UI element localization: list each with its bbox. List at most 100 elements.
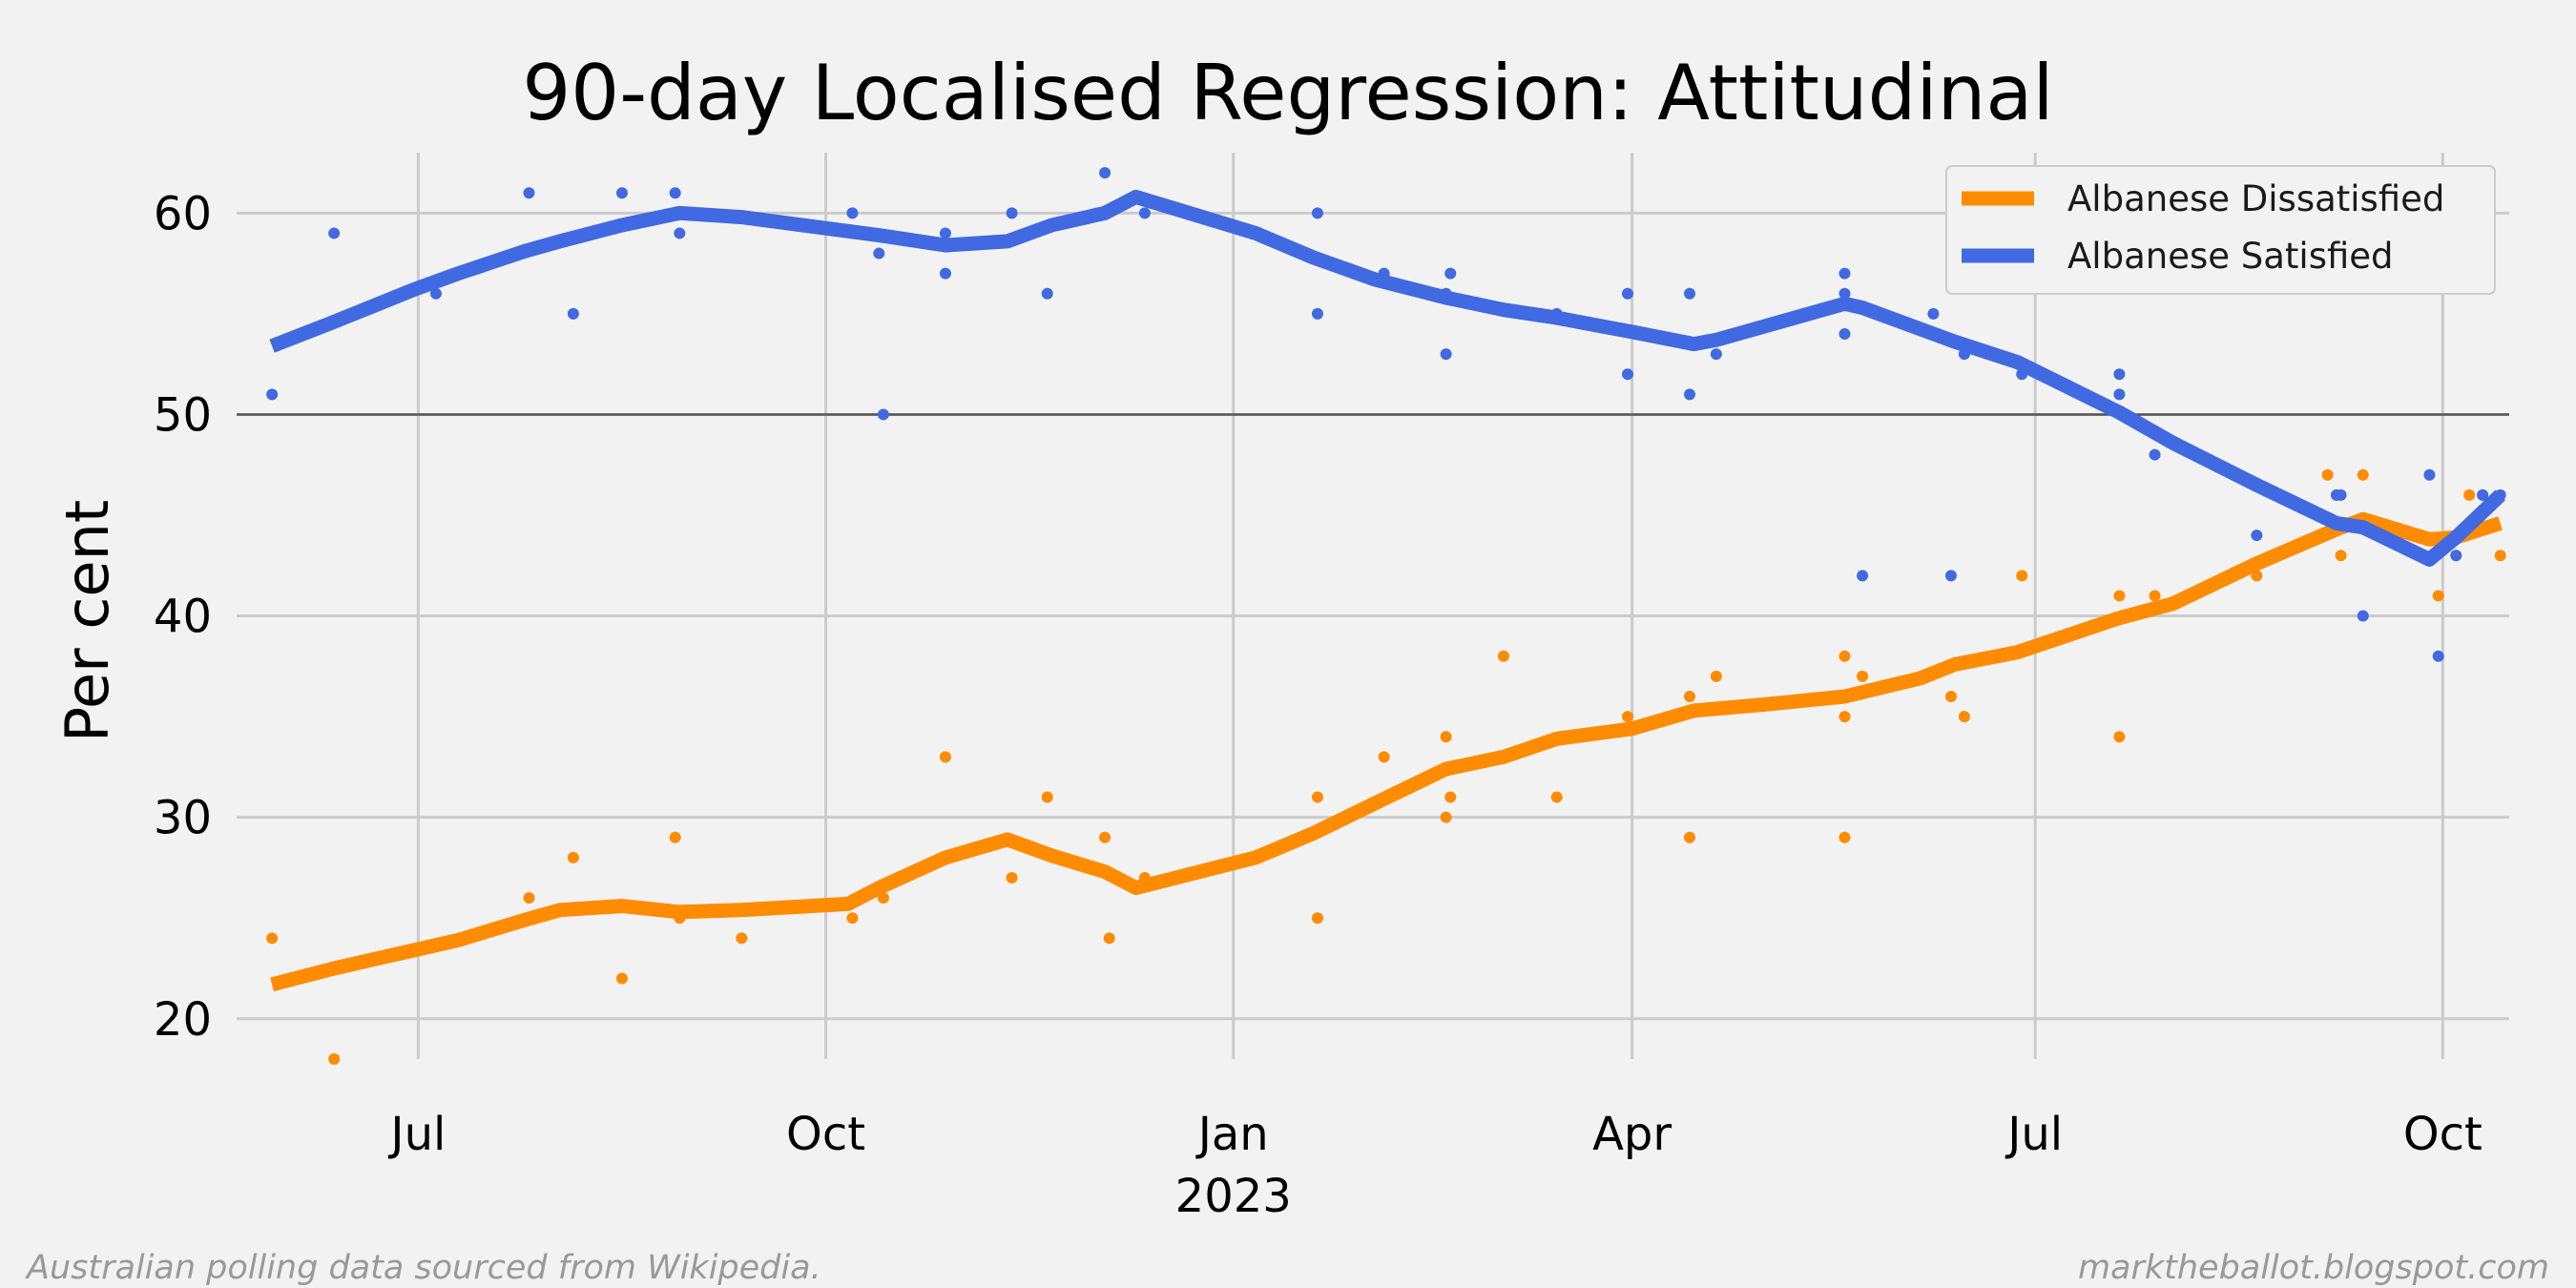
albanese-satisfied-point [1041, 287, 1053, 300]
albanese-satisfied-point [2335, 488, 2347, 501]
albanese-satisfied-point [266, 388, 279, 401]
albanese-satisfied-point [873, 247, 885, 260]
albanese-satisfied-point [2113, 388, 2126, 401]
albanese-dissatisfied-line [270, 511, 2503, 992]
albanese-dissatisfied-point [1944, 691, 1957, 702]
albanese-dissatisfied-point [846, 912, 859, 924]
albanese-dissatisfied-point [2321, 468, 2334, 481]
source-note: Australian polling data sourced from Wik… [25, 1249, 821, 1287]
albanese-satisfied-point [328, 227, 341, 239]
y-axis-label: Per cent [52, 500, 122, 742]
albanese-dissatisfied-point [2016, 570, 2028, 582]
y-tick-label: 50 [154, 388, 212, 442]
albanese-dissatisfied-point [669, 831, 681, 843]
albanese-dissatisfied-point [2149, 590, 2161, 602]
albanese-dissatisfied-point [1378, 751, 1390, 763]
albanese-satisfied-point [1444, 267, 1457, 280]
albanese-satisfied-point [1683, 388, 1695, 401]
albanese-satisfied-point [877, 408, 889, 421]
albanese-satisfied-point [1311, 307, 1323, 320]
albanese-satisfied-point [1683, 287, 1695, 300]
x-tick-label: Jul [387, 1108, 446, 1161]
albanese-dissatisfied-point [2432, 590, 2444, 602]
albanese-dissatisfied-point [1440, 731, 1452, 743]
albanese-satisfied-point [939, 227, 951, 239]
albanese-dissatisfied-point [2113, 731, 2126, 743]
albanese-satisfied-point [939, 267, 951, 280]
x-tick-label: Oct [786, 1108, 865, 1161]
legend: Albanese Dissatisfied Albanese Satisfied [1945, 165, 2496, 295]
albanese-satisfied-point [1006, 207, 1018, 219]
albanese-satisfied-point [2113, 368, 2126, 381]
albanese-dissatisfied-point [1710, 670, 1722, 682]
albanese-dissatisfied-point [1683, 831, 1695, 843]
albanese-dissatisfied-point [2463, 488, 2476, 501]
y-tick-label: 30 [154, 792, 212, 845]
albanese-dissatisfied-point [1103, 932, 1115, 945]
albanese-dissatisfied-point [1839, 831, 1851, 843]
albanese-dissatisfied-point [1839, 711, 1851, 723]
site-credit: marktheballot.blogspot.com [2078, 1249, 2549, 1287]
albanese-satisfied-point [523, 187, 535, 199]
albanese-satisfied-point [1138, 207, 1151, 219]
y-tick-label: 20 [154, 993, 212, 1047]
albanese-satisfied-point [1621, 368, 1633, 381]
albanese-satisfied-point [1839, 267, 1851, 280]
albanese-satisfied-point [429, 287, 442, 300]
albanese-satisfied-point [846, 207, 859, 219]
albanese-dissatisfied-point [1857, 670, 1869, 682]
albanese-dissatisfied-point [328, 1053, 341, 1065]
albanese-satisfied-point [567, 307, 579, 320]
albanese-dissatisfied-point [1444, 791, 1457, 803]
albanese-satisfied-point [615, 187, 628, 199]
albanese-satisfied-point [669, 187, 681, 199]
albanese-dissatisfied-point [1041, 791, 1053, 803]
albanese-dissatisfied-point [939, 751, 951, 763]
albanese-satisfied-point [674, 227, 686, 239]
albanese-dissatisfied-point [1099, 831, 1111, 843]
albanese-dissatisfied-point [1311, 791, 1323, 803]
albanese-satisfied-point [1440, 348, 1452, 361]
albanese-satisfied-point [1944, 570, 1957, 582]
albanese-dissatisfied-point [1958, 711, 1970, 723]
albanese-dissatisfied-point [1683, 691, 1695, 702]
albanese-dissatisfied-point [2494, 550, 2506, 562]
albanese-satisfied-point [2477, 488, 2489, 501]
y-tick-label: 60 [154, 187, 212, 240]
albanese-satisfied-point [2432, 650, 2444, 662]
albanese-satisfied-point [2251, 530, 2263, 542]
albanese-dissatisfied-point [2335, 550, 2347, 562]
albanese-dissatisfied-point [266, 932, 279, 945]
albanese-satisfied-point [1621, 287, 1633, 300]
legend-label: Albanese Dissatisfied [2067, 178, 2444, 219]
albanese-satisfied-point [2450, 550, 2462, 562]
albanese-satisfied-point [1710, 348, 1722, 361]
albanese-satisfied-point [1839, 328, 1851, 340]
albanese-satisfied-point [2357, 610, 2369, 622]
y-tick-label: 40 [154, 591, 212, 644]
albanese-satisfied-point [2149, 448, 2161, 461]
albanese-satisfied-point [1099, 167, 1111, 179]
albanese-satisfied-point [2423, 468, 2436, 481]
series-lines [269, 189, 2505, 992]
albanese-satisfied-point [1839, 287, 1851, 300]
x-tick-year-label: 2023 [1175, 1170, 1292, 1223]
x-tick-label: Jul [2005, 1108, 2063, 1161]
albanese-dissatisfied-point [1839, 650, 1851, 662]
albanese-dissatisfied-point [615, 972, 628, 985]
albanese-satisfied-line [269, 189, 2505, 567]
albanese-satisfied-point [1927, 307, 1940, 320]
chart-title: 90-day Localised Regression: Attitudinal [522, 49, 2053, 137]
x-tick-label: Oct [2403, 1108, 2483, 1161]
albanese-dissatisfied-point [2357, 468, 2369, 481]
albanese-satisfied-point [1857, 570, 1869, 582]
albanese-satisfied-point [1311, 207, 1323, 219]
albanese-dissatisfied-point [567, 851, 579, 863]
albanese-dissatisfied-point [2113, 590, 2126, 602]
tick-labels: 20 30 40 50 60 Jul Oct Jan 2023 Apr Jul Oct [154, 187, 2483, 1223]
legend-box [1945, 165, 2496, 295]
albanese-dissatisfied-point [1311, 912, 1323, 924]
x-tick-label: Apr [1592, 1108, 1672, 1161]
